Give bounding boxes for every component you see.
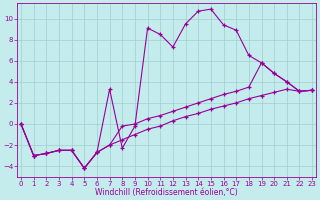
X-axis label: Windchill (Refroidissement éolien,°C): Windchill (Refroidissement éolien,°C) xyxy=(95,188,238,197)
